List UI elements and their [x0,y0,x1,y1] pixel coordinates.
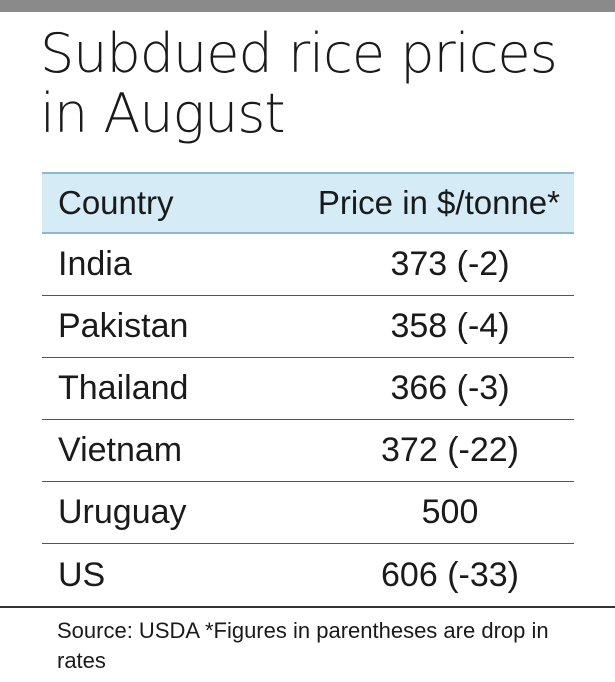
column-header-country: Country [58,184,174,221]
table-row: Pakistan 358 (-4) [42,296,574,358]
price-cell: 606 (-33) [381,555,519,594]
top-bar [0,0,615,12]
chart-title: Subdued rice prices in August [40,22,558,145]
price-cell: 373 (-2) [390,245,510,283]
price-table: Country Price in $/tonne* India 373 (-2)… [42,172,574,606]
table-row: Vietnam 372 (-22) [42,420,574,482]
table-row: India 373 (-2) [42,234,574,296]
table-row: Uruguay 500 [42,482,574,544]
source-footnote: Source: USDA *Figures in parentheses are… [57,618,549,673]
price-cell: 500 [421,493,479,531]
table-row: US 606 (-33) [42,544,574,606]
country-cell: US [58,555,106,594]
table-row: Thailand 366 (-3) [42,358,574,420]
price-cell: 358 (-4) [390,307,510,345]
country-cell: Thailand [58,369,189,407]
country-cell: Vietnam [58,431,183,469]
price-cell: 372 (-22) [381,431,519,469]
country-cell: India [58,245,132,283]
table-header: Country Price in $/tonne* [42,172,574,234]
footer-divider [0,606,615,608]
column-header-price: Price in $/tonne* [317,184,560,221]
country-cell: Pakistan [58,307,189,345]
price-cell: 366 (-3) [390,369,510,407]
country-cell: Uruguay [58,493,187,531]
